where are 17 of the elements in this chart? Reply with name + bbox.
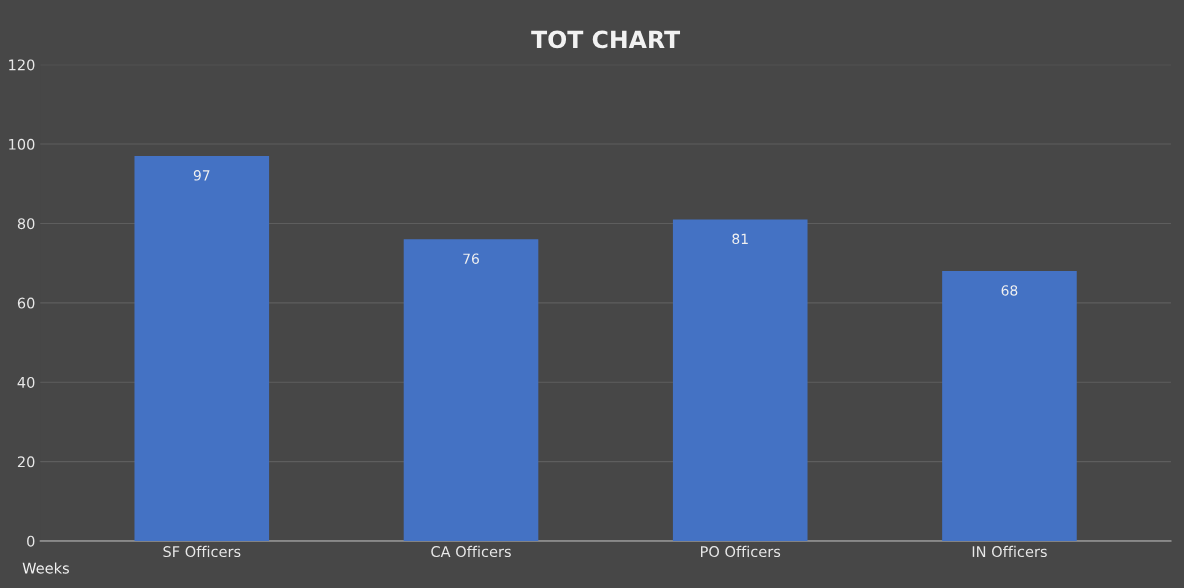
y-tick-label: 0 [27, 535, 35, 547]
y-tick-label: 60 [17, 297, 35, 309]
y-tick-label: 20 [17, 456, 35, 468]
y-tick-label: 120 [9, 59, 35, 71]
chart-title: TOT CHART [531, 30, 681, 49]
y-tick-label: 100 [9, 138, 35, 150]
y-tick-label: 80 [17, 218, 35, 230]
x-tick-label: CA Officers [431, 545, 511, 558]
data-label: 81 [732, 233, 748, 245]
x-axis-title: Weeks [22, 562, 69, 574]
x-tick-label: PO Officers [701, 545, 781, 558]
data-label: 97 [193, 170, 210, 181]
x-tick-label: SF Officers [163, 545, 241, 558]
data-label: 76 [463, 253, 479, 264]
data-label: 68 [1001, 285, 1018, 296]
x-tick-label: IN Officers [972, 545, 1047, 558]
y-tick-label: 40 [17, 376, 35, 388]
